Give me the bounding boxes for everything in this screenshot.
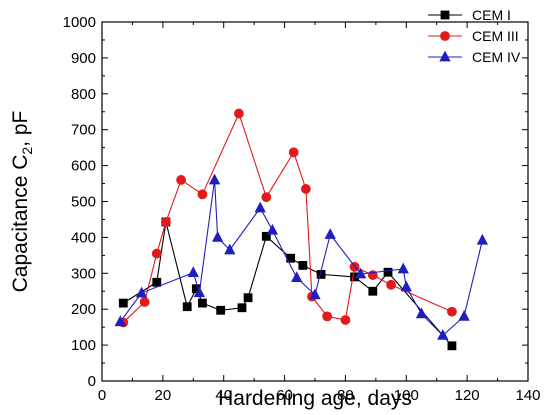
data-point-cem-iii bbox=[151, 248, 162, 259]
y-tick-label: 200 bbox=[71, 301, 96, 318]
y-axis-title-main: Capacitance C bbox=[9, 155, 32, 293]
data-point-cem-i bbox=[216, 305, 226, 315]
data-point-cem-iv bbox=[211, 231, 224, 242]
data-point-cem-i bbox=[237, 303, 247, 313]
series-cem-iv bbox=[114, 173, 489, 340]
data-point-cem-iii bbox=[139, 297, 150, 307]
data-point-cem-iii bbox=[322, 311, 333, 322]
data-point-cem-iv bbox=[309, 288, 321, 300]
y-tick-label: 1000 bbox=[63, 14, 96, 31]
y-tick-label: 700 bbox=[71, 122, 96, 139]
series-layer bbox=[114, 108, 489, 351]
data-point-cem-iii bbox=[176, 175, 187, 185]
data-point-cem-iii bbox=[261, 192, 272, 203]
legend-item-cem-iv: CEM IV bbox=[428, 49, 521, 65]
data-point-cem-iv bbox=[291, 271, 303, 283]
data-point-cem-iv bbox=[324, 228, 336, 239]
legend-marker-cem-i bbox=[440, 10, 450, 20]
x-tick-label: 100 bbox=[394, 387, 419, 404]
y-tick-label: 400 bbox=[71, 229, 96, 246]
data-point-cem-iii bbox=[386, 279, 396, 290]
x-tick-label: 20 bbox=[155, 387, 172, 404]
data-point-cem-i bbox=[298, 261, 308, 270]
legend: CEM I CEM III CEM IV bbox=[428, 7, 521, 65]
x-tick-label: 40 bbox=[215, 387, 232, 404]
y-tick-label: 500 bbox=[71, 194, 96, 211]
data-point-cem-i bbox=[198, 298, 207, 308]
y-tick-label: 800 bbox=[71, 86, 96, 103]
data-point-cem-i bbox=[152, 277, 162, 287]
data-point-cem-iv bbox=[193, 286, 206, 298]
data-point-cem-iii bbox=[160, 217, 171, 227]
legend-item-cem-iii: CEM III bbox=[428, 28, 519, 44]
x-tick-label: 140 bbox=[515, 387, 540, 404]
data-point-cem-iii bbox=[288, 147, 299, 158]
ticks: 0 20 40 60 80 100 120 140 0 100 200 300 400 500 600 700… bbox=[63, 14, 541, 404]
data-point-cem-iii bbox=[447, 306, 457, 317]
y-tick-label: 900 bbox=[71, 50, 96, 67]
data-point-cem-iii bbox=[340, 315, 351, 325]
data-point-cem-iv bbox=[397, 262, 409, 274]
data-point-cem-i bbox=[261, 231, 271, 241]
data-point-cem-iv bbox=[354, 267, 367, 279]
data-point-cem-iv bbox=[114, 315, 126, 327]
data-point-cem-iv bbox=[208, 173, 221, 185]
legend-label-cem-i: CEM I bbox=[472, 7, 511, 23]
y-tick-label: 300 bbox=[71, 265, 96, 282]
data-point-cem-iv bbox=[476, 233, 489, 245]
x-tick-label: 120 bbox=[455, 387, 480, 404]
y-tick-label: 0 bbox=[88, 373, 96, 390]
data-point-cem-iii bbox=[300, 184, 311, 194]
data-point-cem-iv bbox=[400, 280, 412, 292]
y-axis-title: Capacitance C2, pF bbox=[9, 111, 35, 293]
plot-frame bbox=[101, 21, 529, 382]
data-point-cem-iv bbox=[187, 266, 199, 277]
data-point-cem-iv bbox=[224, 243, 236, 255]
legend-marker-cem-iv bbox=[439, 50, 451, 62]
axes bbox=[101, 21, 529, 382]
data-point-cem-iv bbox=[254, 201, 266, 213]
x-tick-label: 60 bbox=[276, 387, 293, 404]
legend-label-cem-iii: CEM III bbox=[472, 28, 519, 44]
data-point-cem-i bbox=[368, 286, 378, 296]
data-point-cem-i bbox=[447, 341, 457, 351]
y-axis-title-subscript: 2 bbox=[19, 147, 35, 155]
y-tick-label: 600 bbox=[71, 158, 96, 175]
data-point-cem-iv bbox=[135, 286, 148, 298]
x-tick-label: 80 bbox=[337, 387, 354, 404]
x-tick-label: 0 bbox=[98, 387, 106, 404]
data-point-cem-i bbox=[118, 298, 128, 308]
legend-item-cem-i: CEM I bbox=[428, 7, 511, 23]
data-point-cem-i bbox=[182, 302, 192, 312]
data-point-cem-iv bbox=[415, 307, 428, 319]
data-point-cem-i bbox=[383, 267, 393, 277]
data-point-cem-iii bbox=[234, 108, 244, 119]
y-axis-title-unit: , pF bbox=[9, 111, 32, 147]
data-point-cem-i bbox=[243, 293, 253, 303]
series-line-cem-i bbox=[123, 221, 453, 347]
data-point-cem-iii bbox=[197, 189, 208, 200]
data-point-cem-iv bbox=[458, 310, 470, 321]
data-point-cem-iv bbox=[266, 223, 279, 235]
legend-label-cem-iv: CEM IV bbox=[472, 49, 521, 65]
data-point-cem-iv bbox=[437, 329, 449, 340]
y-tick-label: 100 bbox=[71, 337, 96, 354]
x-axis-title: Hardening age, days bbox=[218, 387, 412, 410]
legend-marker-cem-iii bbox=[440, 31, 450, 41]
